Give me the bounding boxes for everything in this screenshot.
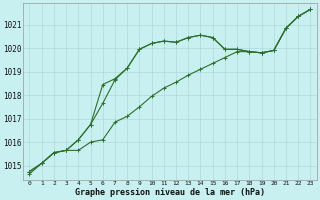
X-axis label: Graphe pression niveau de la mer (hPa): Graphe pression niveau de la mer (hPa): [75, 188, 265, 197]
